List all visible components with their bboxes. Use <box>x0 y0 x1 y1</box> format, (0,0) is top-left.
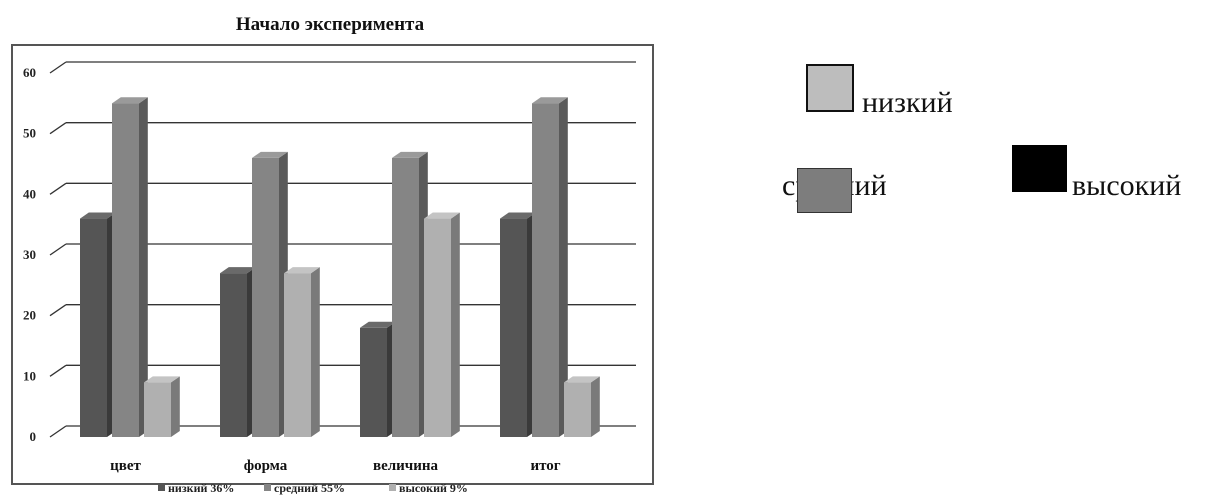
bar-side <box>559 97 568 438</box>
gridline-diag <box>49 243 67 256</box>
bar-side <box>591 376 600 437</box>
legend-swatch <box>158 484 165 491</box>
legend-label-low: низкий <box>862 86 953 119</box>
y-tick-label: 30 <box>23 247 36 262</box>
legend-label-high: высокий <box>1072 169 1182 202</box>
bar-side <box>311 267 320 437</box>
bar-top <box>360 321 396 328</box>
bar-top <box>564 376 600 383</box>
bar <box>144 382 171 437</box>
bar-side <box>451 212 460 437</box>
y-tick-label: 0 <box>30 429 37 444</box>
bar-top <box>532 97 568 104</box>
bar-top <box>144 376 180 383</box>
bar-top <box>252 151 288 158</box>
bar <box>532 103 559 437</box>
y-tick-label: 60 <box>23 65 36 80</box>
gridline-diag <box>49 61 67 74</box>
legend-entry: средний 55% <box>274 481 345 495</box>
legend-swatch-low <box>806 64 854 112</box>
bar <box>252 157 279 437</box>
bar-top <box>80 212 116 219</box>
gridline-diag <box>49 182 67 195</box>
gridline-diag <box>49 364 67 377</box>
bar <box>284 273 311 437</box>
bar-side <box>171 376 180 437</box>
bar <box>220 273 247 437</box>
bar-top <box>112 97 148 104</box>
bar <box>392 157 419 437</box>
bar-top <box>220 267 256 274</box>
x-tick-label: величина <box>373 458 439 474</box>
bar <box>360 327 387 437</box>
bar <box>500 218 527 437</box>
bar-top <box>392 151 428 158</box>
chart-title: Начало эксперимента <box>235 14 425 35</box>
y-tick-label: 40 <box>23 186 36 201</box>
bar <box>80 218 107 437</box>
gridline-diag <box>49 122 67 135</box>
legend-swatch-high <box>1012 145 1067 192</box>
y-tick-label: 10 <box>23 368 36 383</box>
bar-side <box>139 97 148 438</box>
gridline-diag <box>49 304 67 317</box>
gridline-diag <box>49 425 67 438</box>
bar-top <box>500 212 536 219</box>
bar <box>564 382 591 437</box>
legend-swatch <box>389 484 396 491</box>
bar <box>424 218 451 437</box>
legend-entry: высокий 9% <box>399 481 468 495</box>
legend-swatch <box>264 484 271 491</box>
x-tick-label: итог <box>530 458 560 474</box>
x-tick-label: цвет <box>110 458 141 474</box>
bar-top <box>284 267 320 274</box>
x-tick-label: форма <box>244 458 288 474</box>
bar <box>112 103 139 437</box>
legend-entry: низкий 36% <box>168 481 234 495</box>
y-tick-label: 50 <box>23 126 36 141</box>
bar-top <box>424 212 460 219</box>
legend-swatch-medium <box>797 168 852 213</box>
y-tick-label: 20 <box>23 308 36 323</box>
bar-chart: 0 10 20 30 40 50 60 цвет форма величина итог низкий… <box>23 61 636 495</box>
